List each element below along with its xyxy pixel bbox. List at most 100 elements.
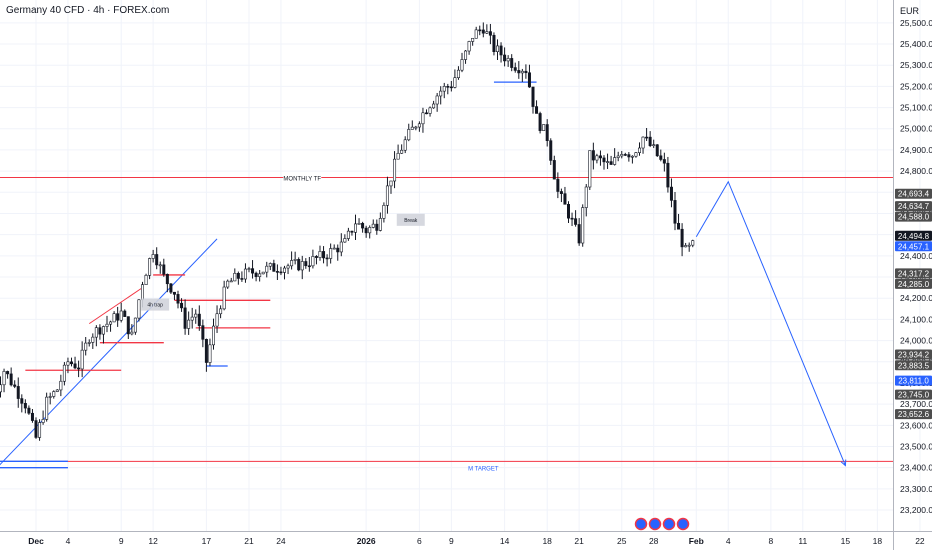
economic-event-icon[interactable]	[662, 517, 676, 531]
candle-bear	[20, 398, 24, 404]
candle-bear	[552, 160, 556, 180]
y-tick-label: 23,500.0	[900, 442, 932, 452]
candle-bull	[148, 258, 152, 276]
candle-bear	[9, 373, 13, 386]
candle-bear	[304, 261, 308, 267]
price-badge[interactable]	[895, 278, 932, 289]
candle-bear	[13, 384, 17, 387]
price-badge[interactable]	[895, 188, 932, 199]
candle-bull	[453, 77, 457, 88]
price-badge[interactable]	[895, 349, 932, 360]
y-tick-label: 25,500.0	[900, 18, 932, 28]
candle-bear	[123, 310, 127, 317]
candle-bull	[45, 396, 49, 420]
economic-event-icon[interactable]	[634, 517, 648, 531]
candle-bull	[141, 284, 145, 301]
candle-bear	[524, 70, 528, 74]
candle-bear	[559, 191, 563, 194]
candle-bear	[499, 45, 503, 56]
channel-line[interactable]	[88, 287, 143, 325]
candle-bear	[566, 204, 570, 219]
price-badge-label: 24,317.2	[898, 269, 930, 278]
trendline-up[interactable]	[0, 238, 218, 483]
price-badge[interactable]	[895, 409, 932, 420]
candle-bull	[212, 325, 216, 346]
annotation-box[interactable]	[396, 213, 425, 226]
price-badge-label: 24,457.1	[898, 242, 930, 251]
price-badge[interactable]	[895, 241, 932, 252]
candle-bear	[30, 412, 34, 421]
candle-bear	[307, 265, 311, 268]
currency-label[interactable]: EUR	[900, 6, 920, 16]
y-tick-label: 24,200.0	[900, 293, 932, 303]
candle-bull	[226, 280, 230, 288]
price-badge[interactable]	[895, 230, 932, 241]
candle-bear	[165, 273, 169, 285]
candle-bear	[531, 86, 535, 107]
candle-bull	[400, 149, 404, 154]
candle-bear	[481, 29, 485, 34]
annotation-box[interactable]	[141, 298, 170, 311]
annotation-label: 4h trap	[147, 303, 163, 309]
candle-bear	[527, 72, 531, 88]
candle-bull	[495, 45, 499, 52]
x-tick-label: 18	[873, 536, 883, 546]
candle-bear	[517, 70, 521, 74]
candle-bear	[673, 200, 677, 224]
price-badge[interactable]	[895, 201, 932, 212]
price-badge[interactable]	[895, 360, 932, 371]
candle-bear	[627, 154, 631, 158]
candle-bull	[435, 95, 439, 105]
price-badge[interactable]	[895, 211, 932, 222]
candle-bull	[38, 422, 42, 438]
candle-bear	[478, 29, 482, 32]
candle-bear	[574, 218, 578, 225]
candle-bear	[297, 259, 301, 271]
candle-bear	[272, 263, 276, 272]
candle-bear	[314, 256, 318, 258]
candle-bull	[62, 364, 66, 382]
candle-bear	[197, 313, 201, 326]
candle-bear	[623, 154, 627, 156]
candle-bull	[94, 327, 98, 338]
candle-bear	[563, 193, 567, 205]
candle-bull	[158, 264, 162, 267]
chart-title: Germany 40 CFD · 4h · FOREX.com	[6, 5, 170, 16]
projection-arrowhead	[840, 459, 847, 467]
projection-path[interactable]	[695, 180, 846, 466]
price-badge[interactable]	[895, 268, 932, 279]
candle-bull	[641, 136, 645, 149]
candle-bull	[243, 268, 247, 280]
candle-bear	[169, 283, 173, 293]
candle-bull	[410, 126, 414, 130]
candle-bull	[637, 147, 641, 153]
candle-bear	[251, 268, 255, 274]
level-label-bg	[283, 173, 322, 182]
candle-bull	[691, 240, 695, 246]
y-tick-label: 23,400.0	[900, 463, 932, 473]
horizontal-level-label: M TARGET	[468, 466, 499, 472]
price-badge-label: 24,634.7	[898, 202, 930, 211]
candle-bull	[282, 267, 286, 273]
candle-bull	[474, 29, 478, 39]
candle-bull	[55, 389, 59, 392]
candle-bear	[577, 224, 581, 244]
candle-bull	[144, 274, 148, 285]
price-badge[interactable]	[895, 389, 932, 400]
economic-event-icon[interactable]	[648, 517, 662, 531]
candle-bull	[343, 238, 347, 243]
price-badge[interactable]	[895, 375, 932, 386]
candle-bear	[538, 113, 542, 131]
candle-bear	[176, 294, 180, 304]
candle-bear	[162, 264, 166, 275]
x-tick-label: 9	[449, 536, 454, 546]
candle-bull	[208, 344, 212, 363]
price-badge-label: 23,934.2	[898, 351, 930, 360]
economic-event-icon[interactable]	[676, 517, 690, 531]
candle-bull	[442, 86, 446, 92]
x-tick-label: Dec	[28, 536, 44, 546]
candle-bear	[23, 403, 27, 409]
candle-bull	[371, 223, 375, 228]
